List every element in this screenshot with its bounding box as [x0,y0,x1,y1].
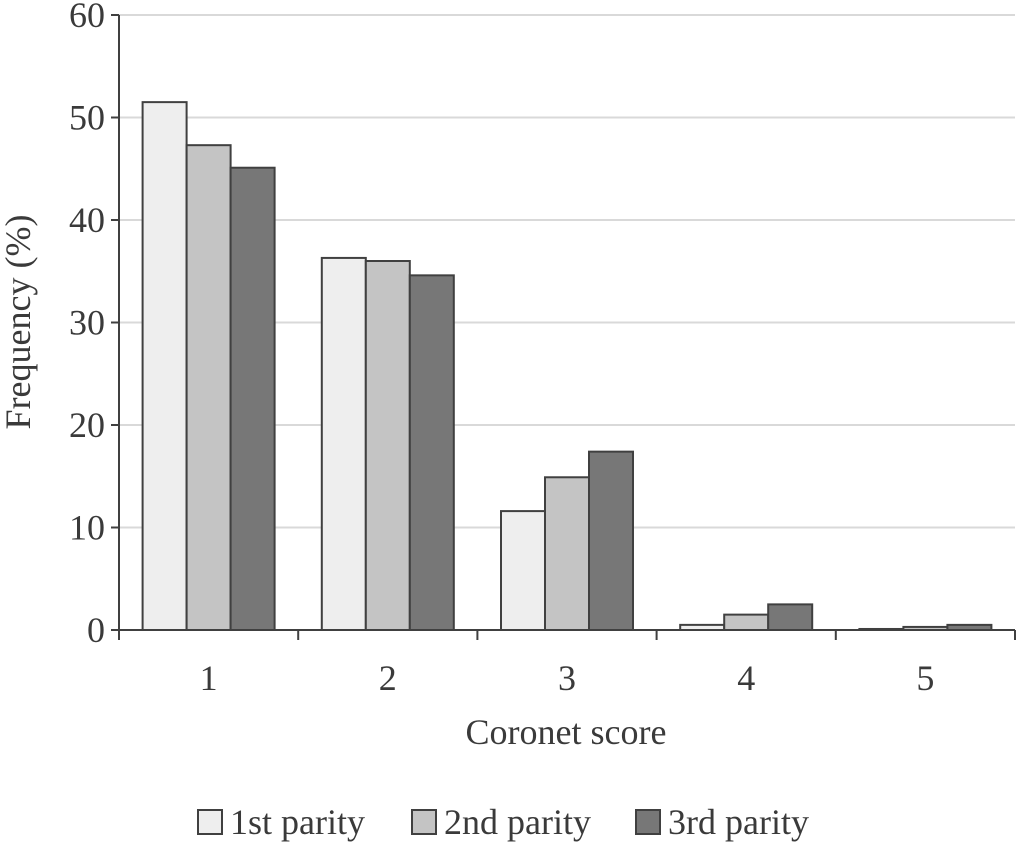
legend-label-2: 2nd parity [444,802,591,842]
bar-3-cat-1 [229,166,276,631]
x-tick-label: 5 [916,658,934,698]
y-tick-labels: 0 10 20 30 40 50 60 [69,0,105,650]
bar-1-cat-2 [320,256,367,631]
legend-label-3: 3rd parity [668,802,809,842]
bar-2-cat-4 [723,613,770,631]
y-tick-label: 20 [69,405,105,445]
legend-label-1: 1st parity [230,802,365,842]
bar-2-cat-1 [185,144,232,632]
y-tick-label: 40 [69,200,105,240]
bar-1-cat-3 [500,510,546,632]
bar-3-cat-3 [588,450,634,631]
y-axis-title: Frequency (%) [0,215,38,430]
x-axis-title: Coronet score [466,712,667,752]
bar-2-cat-3 [544,476,590,631]
x-tick-labels: 1 2 3 4 5 [200,658,935,698]
bar-3-cat-2 [408,274,455,631]
y-tick-label: 30 [69,303,105,343]
x-tick-label: 4 [737,658,755,698]
axes [111,14,1016,640]
x-tick-label: 2 [379,658,397,698]
x-tick-label: 3 [558,658,576,698]
legend-swatch-3 [635,809,661,835]
bar-3-cat-4 [767,603,814,631]
y-tick-label: 10 [69,508,105,548]
x-tick-label: 1 [200,658,218,698]
legend-swatch-1 [197,809,223,835]
bars [141,101,993,632]
y-tick-label: 60 [69,0,105,35]
y-tick-label: 50 [69,98,105,138]
legend-swatch-2 [411,809,437,835]
bar-2-cat-2 [364,260,411,631]
bar-1-cat-1 [141,101,188,631]
legend: 1st parity 2nd parity 3rd parity [197,802,809,842]
y-tick-label: 0 [87,610,105,650]
